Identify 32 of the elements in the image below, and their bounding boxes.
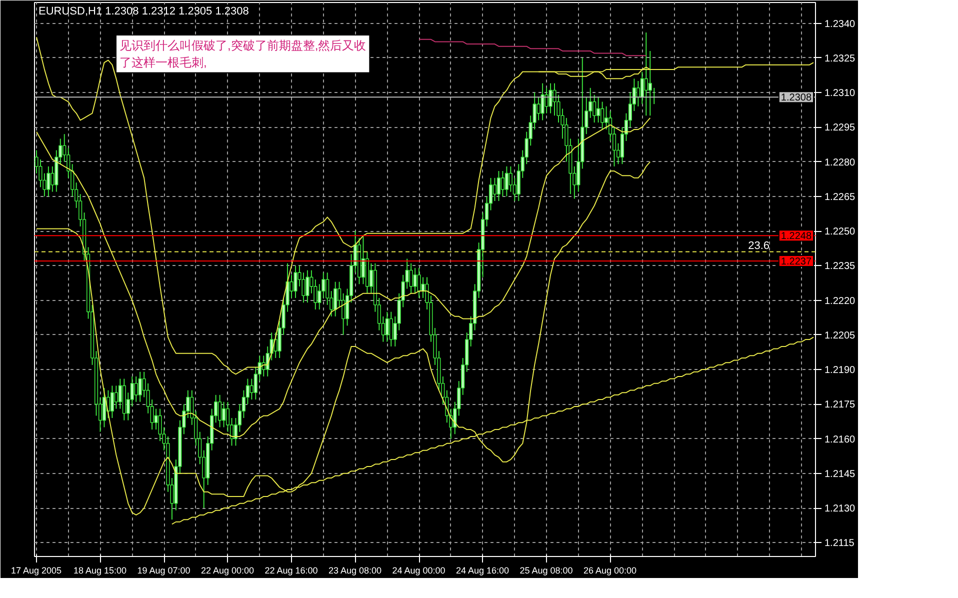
y-tick-label: 1.2145: [824, 468, 856, 480]
x-tick-label: 22 Aug 00:00: [200, 566, 254, 576]
y-tick-label: 1.2190: [824, 365, 856, 376]
y-tick-label: 1.2220: [824, 296, 856, 307]
ref-line-label: 1.2308: [780, 92, 812, 104]
y-tick-label: 1.2235: [824, 261, 856, 272]
x-tick-label: 23 Aug 08:00: [328, 566, 382, 576]
x-tick-label: 22 Aug 16:00: [264, 566, 318, 576]
y-tick-label: 1.2325: [824, 53, 856, 64]
y-tick-label: 1.2175: [824, 400, 856, 411]
x-tick-label: 17 Aug 2005: [10, 566, 62, 576]
x-tick-label: 24 Aug 00:00: [392, 566, 446, 576]
y-tick-label: 1.2265: [824, 192, 856, 203]
y-tick-label: 1.2160: [824, 434, 856, 446]
x-tick-label: 24 Aug 16:00: [456, 566, 510, 576]
y-tick-label: 1.2250: [824, 226, 856, 238]
y-tick-label: 1.2130: [824, 504, 856, 515]
x-tick-label: 26 Aug 00:00: [584, 566, 637, 576]
y-tick-label: 1.2280: [824, 157, 856, 168]
annotation: 23.6: [748, 240, 770, 252]
x-tick-label: 18 Aug 15:00: [73, 566, 127, 576]
y-tick-label: 1.2310: [824, 88, 856, 100]
ref-line-label: 1.2237: [780, 256, 812, 268]
annotation: 见识到什么叫假破了,突破了前期盘整,然后又收了这样一根毛刺,: [120, 38, 366, 70]
x-tick-label: 19 Aug 07:00: [137, 566, 190, 576]
ref-line-label: 1.2248: [780, 231, 812, 242]
y-tick-label: 1.2205: [824, 330, 856, 342]
chart-title: EURUSD,H1 1.2308 1.2312 1.2305 1.2308: [38, 6, 249, 18]
y-tick-label: 1.2295: [824, 122, 856, 134]
y-tick-label: 1.2115: [824, 538, 855, 550]
x-tick-label: 25 Aug 08:00: [520, 566, 573, 576]
y-tick-label: 1.2340: [824, 18, 856, 30]
